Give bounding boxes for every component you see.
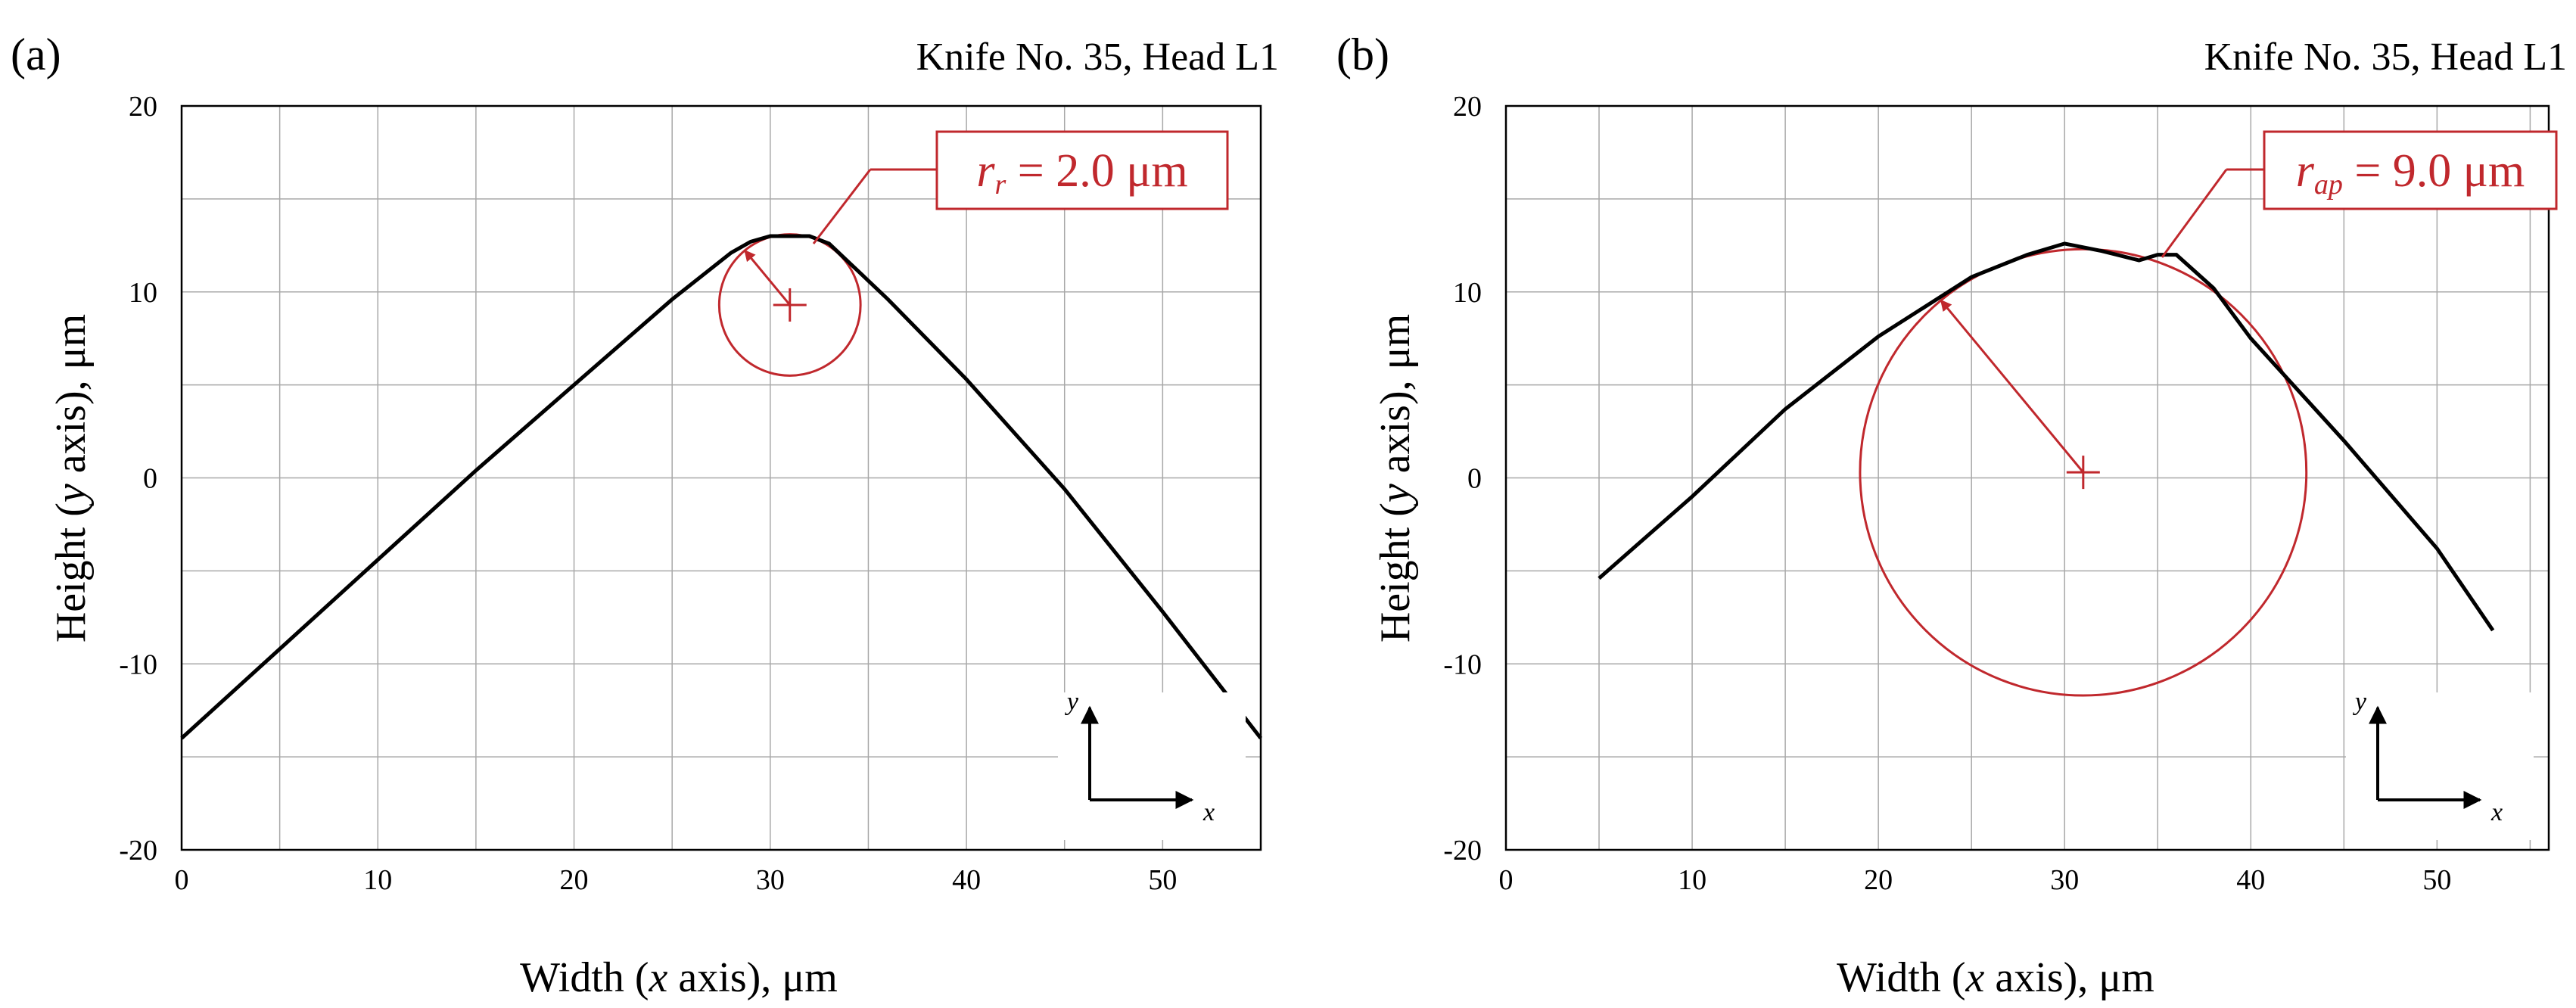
x-tick-label: 10 xyxy=(1678,864,1706,896)
annotation-label: rap = 9.0 μm xyxy=(2296,145,2525,201)
profile-line xyxy=(180,234,1262,740)
grid xyxy=(182,106,1261,850)
x-tick-label: 20 xyxy=(1864,864,1893,896)
fit-overlay xyxy=(1859,247,2308,697)
y-tick-label: -20 xyxy=(1443,835,1482,866)
x-tick-label: 50 xyxy=(1148,864,1177,896)
y-tick-label: -10 xyxy=(119,649,157,680)
plot-frame xyxy=(1504,104,2550,851)
panel-label: (a) xyxy=(11,30,61,79)
y-tick-label: 10 xyxy=(129,277,157,309)
chart-a: (a) Knife No. 35, Head L1 Width (x axis)… xyxy=(11,30,1279,1001)
x-tick-label: 20 xyxy=(560,864,589,896)
y-tick-label: 10 xyxy=(1453,277,1482,309)
annotation-label: rr = 2.0 μm xyxy=(976,145,1187,201)
y-axis-title: Height (y axis), μm xyxy=(1372,314,1419,642)
tick-labels: 0 10 20 30 40 50 -20 -10 0 10 20 xyxy=(119,91,1177,896)
inset-y-label: y xyxy=(2353,688,2367,716)
chart-title: Knife No. 35, Head L1 xyxy=(2204,36,2567,79)
annotation-box xyxy=(935,130,1229,210)
y-tick-label: 20 xyxy=(1453,91,1482,123)
radius-arrow xyxy=(1940,299,2084,474)
y-tick-label: 20 xyxy=(129,91,157,123)
annotation-callout: rap = 9.0 μm xyxy=(2161,130,2558,258)
y-tick-label: -20 xyxy=(119,835,157,866)
inset-x-label: x xyxy=(2490,798,2503,826)
annotation-callout: rr = 2.0 μm xyxy=(812,130,1229,244)
radius-arrow xyxy=(744,249,791,306)
annotation-box xyxy=(2263,130,2558,210)
x-tick-label: 0 xyxy=(1499,864,1514,896)
plot-frame xyxy=(180,104,1262,851)
tick-labels: 0 10 20 30 40 50 -20 -10 0 10 20 xyxy=(1443,91,2451,896)
panel-a: (a) Knife No. 35, Head L1 Width (x axis)… xyxy=(11,30,1279,1001)
panel-b: (b) Knife No. 35, Head L1 Width (x axis)… xyxy=(1288,0,2576,1008)
chart-b: (b) Knife No. 35, Head L1 Width (x axis)… xyxy=(1336,30,2567,1001)
x-axis-title: Width (x axis), μm xyxy=(1837,954,2154,1001)
inset-y-label: y xyxy=(1065,688,1079,716)
y-axis-title: Height (y axis), μm xyxy=(48,314,95,642)
inset-x-label: x xyxy=(1202,798,1215,826)
x-tick-label: 40 xyxy=(2236,864,2265,896)
y-tick-label: 0 xyxy=(143,463,157,495)
x-tick-label: 30 xyxy=(2050,864,2079,896)
axes-inset: y x xyxy=(1058,688,1246,840)
x-tick-label: 50 xyxy=(2422,864,2451,896)
axes-inset: y x xyxy=(2346,688,2534,840)
profile-line xyxy=(1598,241,2495,632)
chart-title: Knife No. 35, Head L1 xyxy=(916,36,1279,79)
x-tick-label: 30 xyxy=(756,864,785,896)
y-tick-label: -10 xyxy=(1443,649,1482,680)
x-axis-title: Width (x axis), μm xyxy=(520,954,838,1001)
panel-label: (b) xyxy=(1336,30,1389,79)
x-tick-label: 40 xyxy=(952,864,981,896)
y-tick-label: 0 xyxy=(1467,463,1482,495)
x-tick-label: 10 xyxy=(363,864,392,896)
x-tick-label: 0 xyxy=(175,864,189,896)
